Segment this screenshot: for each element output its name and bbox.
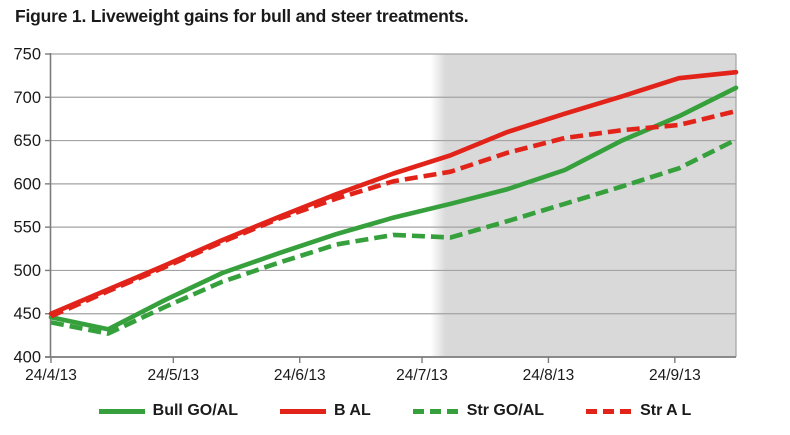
x-axis-label-24-9-13: 24/9/13 [649,367,701,384]
y-axis-label-750: 750 [13,46,41,64]
y-axis-label-450: 450 [13,305,41,323]
y-axis-label-400: 400 [13,349,41,367]
legend-item-bull-go-al: Bull GO/AL [98,402,238,420]
x-axis-label-24-8-13: 24/8/13 [523,367,575,384]
legend-label-b-al: B AL [333,402,371,419]
chart-title: Figure 1. Liveweight gains for bull and … [15,6,469,26]
legend-item-str-go-al: Str GO/AL [412,402,545,420]
y-axis-label-700: 700 [13,89,41,107]
legend-swatch-b-al-solid-line [279,408,326,414]
liveweight-line-chart: 400 450 500 550 600 650 700 750 24/4/13 24/5/13 24… [13,46,739,384]
legend-label-str-a-l: Str A L [640,402,692,419]
y-axis-label-500: 500 [13,262,41,280]
legend-label-str-go-al: Str GO/AL [466,402,545,419]
legend-item-str-a-l: Str A L [586,402,691,420]
x-axis-label-24-4-13: 24/4/13 [25,367,77,384]
series-line-bull-go-al [48,85,739,332]
legend-swatch-str-a-l-dashed-line [586,408,633,414]
series-line-str-go-al [50,137,738,336]
chart-legend: Bull GO/AL B AL Str GO/AL Str A L [0,396,790,426]
shaded-region [430,54,736,357]
y-axis-label-600: 600 [13,175,41,193]
x-axis-label-24-5-13: 24/5/13 [147,367,199,384]
y-axis-label-650: 650 [13,132,41,150]
series-line-str-a-l [50,108,737,319]
y-axis-label-550: 550 [13,219,41,237]
legend-swatch-str-go-al-dashed-line [412,408,459,414]
legend-swatch-bull-go-al-solid-line [98,408,145,414]
legend-label-bull-go-al: Bull GO/AL [152,402,238,419]
legend-item-b-al: B AL [279,402,371,420]
x-axis-label-24-7-13: 24/7/13 [396,367,448,384]
x-axis-label-24-6-13: 24/6/13 [274,367,326,384]
